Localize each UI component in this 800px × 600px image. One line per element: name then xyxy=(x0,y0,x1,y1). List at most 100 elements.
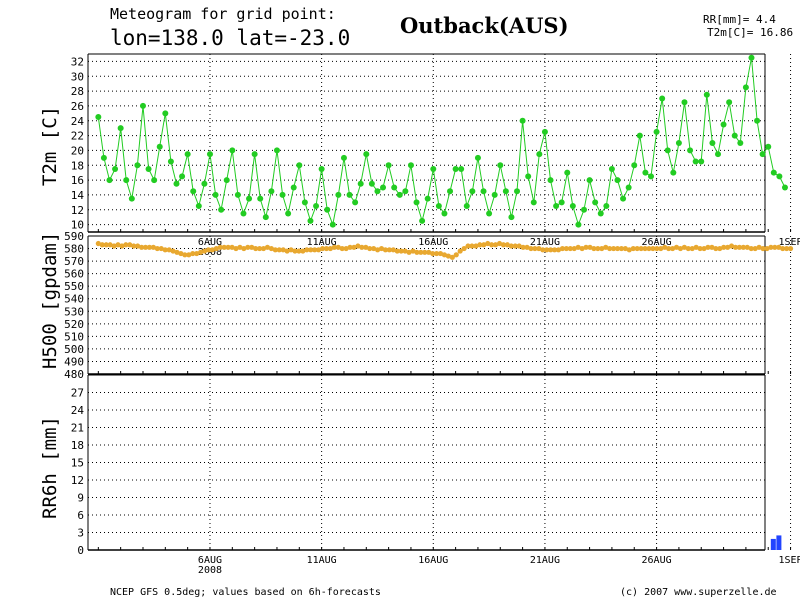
h500-point xyxy=(516,243,522,249)
h500-point xyxy=(319,245,326,252)
t2m-point xyxy=(720,121,727,128)
h500-point xyxy=(681,244,687,250)
h500-ytick-label: 510 xyxy=(64,330,84,343)
t2m-xtick-label: 1SEP xyxy=(779,237,800,248)
h500-point xyxy=(579,245,585,252)
h500-point xyxy=(166,247,172,253)
t2m-point xyxy=(307,217,314,224)
h500-point xyxy=(398,248,404,254)
h500-point xyxy=(394,248,400,254)
h500-point xyxy=(127,242,133,248)
h500-point xyxy=(331,244,337,250)
t2m-point xyxy=(234,191,241,198)
t2m-point xyxy=(285,210,292,217)
t2m-point xyxy=(547,177,554,184)
h500-point xyxy=(433,250,440,257)
t2m-point xyxy=(737,140,744,146)
t2m-point xyxy=(201,180,208,187)
t2m-point xyxy=(374,188,381,195)
t2m-ytick-label: 30 xyxy=(71,70,84,83)
t2m-point xyxy=(190,188,197,195)
h500-point xyxy=(610,245,617,252)
t2m-point xyxy=(765,143,772,150)
t2m-point xyxy=(424,195,431,202)
h500-point xyxy=(548,247,554,253)
t2m-point xyxy=(273,147,280,154)
t2m-point xyxy=(759,151,766,158)
t2m-point xyxy=(352,199,359,206)
t2m-point xyxy=(128,195,135,202)
h500-point xyxy=(103,242,109,248)
h500-point xyxy=(374,247,381,253)
h500-point xyxy=(740,244,746,250)
h500-point xyxy=(123,242,129,248)
h500-point xyxy=(544,247,550,253)
t2m-point xyxy=(179,173,186,180)
rr6h-ytick-label: 12 xyxy=(71,474,84,487)
t2m-point xyxy=(486,210,493,217)
t2m-point xyxy=(647,173,654,180)
h500-point xyxy=(378,245,385,252)
h500-point xyxy=(414,249,420,255)
h500-point xyxy=(744,244,750,250)
footer-copyright: (c) 2007 www.superzelle.de xyxy=(620,587,777,598)
t2m-point xyxy=(262,214,269,221)
rr-summary: RR[mm]= 4.4 xyxy=(703,13,776,26)
h500-point xyxy=(469,243,475,249)
h500-point xyxy=(784,245,790,252)
rr6h-ytick-label: 21 xyxy=(71,422,84,435)
h500-point xyxy=(603,244,609,250)
h500-point xyxy=(654,245,660,252)
t2m-ytick-label: 16 xyxy=(71,174,84,187)
t2m-point xyxy=(106,177,113,184)
rr6h-bar xyxy=(770,538,776,550)
t2m-ytick-label: 28 xyxy=(71,85,84,98)
h500-point xyxy=(190,250,196,257)
h500-point xyxy=(646,245,652,252)
t2m-point xyxy=(346,191,353,198)
t2m-xtick-label: 26AUG xyxy=(642,237,672,248)
h500-point xyxy=(280,247,286,253)
h500-point xyxy=(445,253,451,259)
t2m-point xyxy=(368,180,375,187)
t2m-point xyxy=(497,162,504,169)
h500-point xyxy=(748,245,754,252)
t2m-point xyxy=(458,165,465,172)
h500-point xyxy=(355,243,361,249)
t2m-point xyxy=(212,191,219,198)
h500-point xyxy=(721,244,727,250)
t2m-point xyxy=(603,203,610,210)
h500-point xyxy=(158,245,164,252)
t2m-point xyxy=(480,188,487,195)
t2m-point xyxy=(151,177,158,184)
t2m-point xyxy=(430,165,437,172)
t2m-point xyxy=(659,95,666,102)
h500-point xyxy=(119,243,125,249)
h500-point xyxy=(532,245,538,252)
h500-point xyxy=(591,245,597,252)
t2m-point xyxy=(653,128,660,135)
h500-point xyxy=(677,245,684,252)
rr6h-ytick-label: 18 xyxy=(71,439,84,452)
h500-point xyxy=(308,247,314,253)
t2m-point xyxy=(335,191,342,198)
h500-point xyxy=(689,245,695,252)
h500-point xyxy=(669,245,676,252)
h500-point xyxy=(465,243,471,249)
t2m-point xyxy=(502,188,509,195)
t2m-point xyxy=(145,165,152,172)
t2m-ytick-label: 12 xyxy=(71,204,84,217)
t2m-point xyxy=(664,147,671,154)
t2m-point xyxy=(703,91,710,98)
t2m-ytick-label: 32 xyxy=(71,55,84,68)
h500-point xyxy=(327,245,333,252)
t2m-point xyxy=(687,147,694,154)
t2m-point xyxy=(268,188,275,195)
h500-ytick-label: 590 xyxy=(64,230,84,243)
t2m-xtick-label: 6AUG xyxy=(198,237,222,248)
t2m-point xyxy=(279,191,286,198)
h500-point xyxy=(650,245,656,252)
h500-point xyxy=(276,247,282,253)
